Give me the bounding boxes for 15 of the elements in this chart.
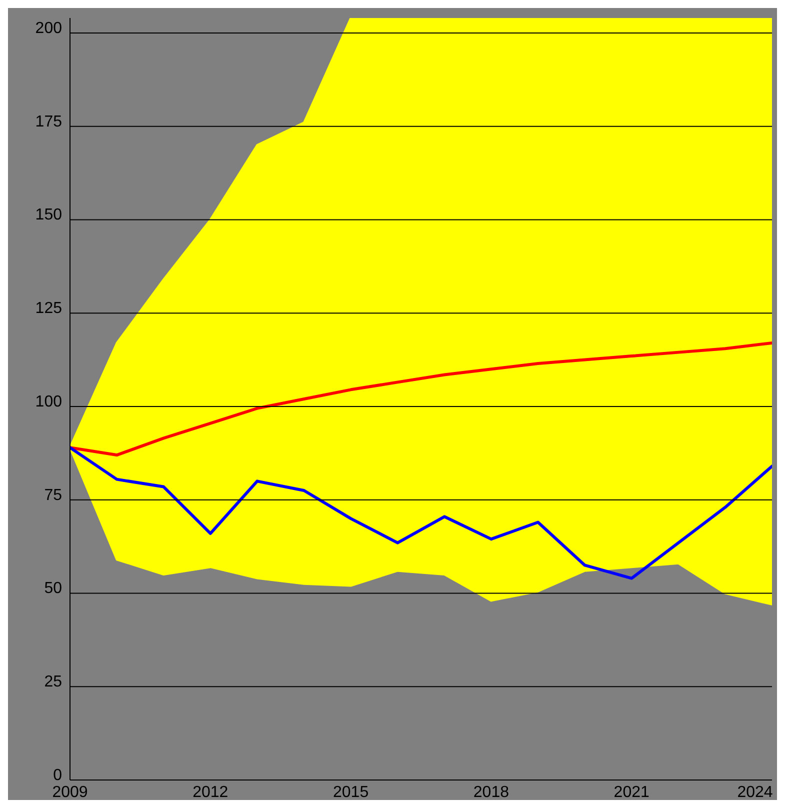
x-tick-label: 2015 — [333, 784, 369, 801]
y-tick-label: 175 — [35, 113, 62, 130]
y-tick-label: 25 — [44, 674, 62, 691]
y-tick-label: 125 — [35, 300, 62, 318]
y-tick-label: 75 — [44, 486, 62, 504]
y-tick-label: 50 — [44, 580, 62, 598]
y-tick-label: 200 — [35, 20, 62, 37]
x-tick-label: 2012 — [192, 784, 228, 801]
x-tick-label: 2009 — [52, 784, 88, 801]
x-tick-label: 2018 — [473, 784, 510, 801]
x-tick-label: 2024 — [737, 784, 773, 801]
x-tick-label: 2021 — [614, 784, 650, 801]
y-tick-label: 100 — [35, 393, 62, 410]
y-tick-label: 150 — [35, 206, 62, 224]
y-tick-label: 0 — [53, 767, 62, 784]
